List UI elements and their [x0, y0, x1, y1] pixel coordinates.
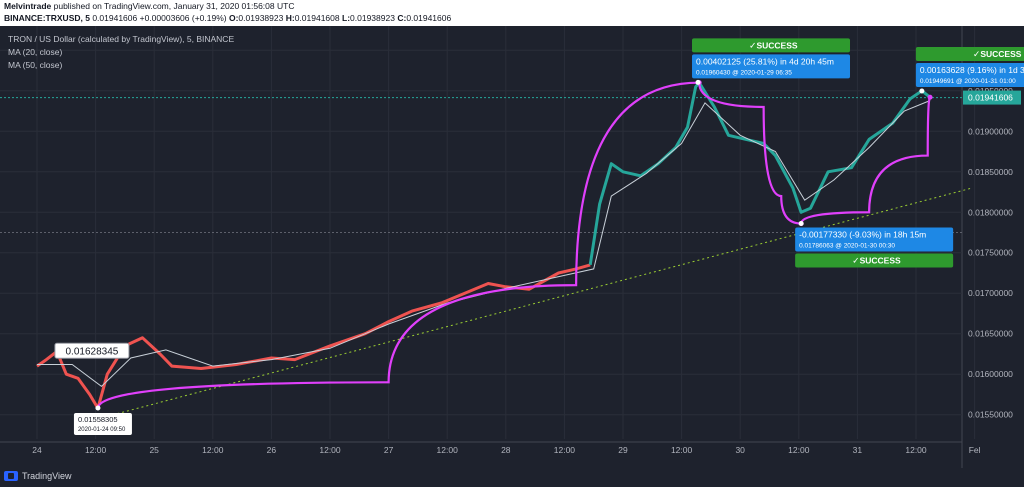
legend-ma50: MA (50, close) — [8, 60, 63, 70]
measure-target: 0.01949691 @ 2020-01-31 01:00 — [920, 78, 1016, 85]
projection-arc-1 — [96, 81, 700, 409]
low-label: L: — [342, 13, 351, 23]
chart-footer: TradingView — [0, 468, 1024, 487]
measure-target: 0.01786063 @ 2020-01-30 00:30 — [799, 243, 895, 250]
measure-change: -0.00177330 (-9.03%) in 18h 15m — [799, 230, 926, 240]
price-tag-label: 0.01628345 — [66, 346, 119, 357]
tradingview-brand: TradingView — [22, 471, 72, 481]
price-tag-box — [54, 342, 130, 359]
x-tick-label: 12:00 — [905, 445, 927, 455]
y-tick-label: 0.01800000 — [968, 207, 1013, 217]
symbol-label: BINANCE:TRXUSD, 5 — [4, 13, 90, 23]
price-chart[interactable]: 0.020000000.019500000.019000000.01850000… — [0, 26, 1024, 468]
open-value: 0.01938923 — [238, 13, 284, 23]
arc-endpoint — [927, 94, 933, 100]
open-label: O: — [228, 13, 239, 23]
ohlc-row: BINANCE:TRXUSD, 5 0.01941606 +0.00003606… — [0, 12, 1024, 24]
measure-point — [695, 79, 701, 85]
low-point-marker — [95, 405, 101, 411]
check-icon: ✓ — [852, 257, 860, 267]
y-tick-label: 0.01750000 — [968, 248, 1013, 258]
measure-box — [915, 63, 1024, 88]
y-tick-label: 0.01600000 — [968, 369, 1013, 379]
x-tick-label: 25 — [149, 445, 159, 455]
y-tick-label: 0.01550000 — [968, 410, 1013, 420]
x-tick-label: 31 — [853, 445, 863, 455]
x-tick-label: 27 — [384, 445, 394, 455]
success-label: SUCCESS — [860, 256, 901, 266]
check-icon: ✓ — [749, 41, 757, 51]
success-label: SUCCESS — [980, 49, 1021, 59]
x-tick-label: 12:00 — [437, 445, 459, 455]
measure-box — [692, 54, 851, 79]
low-point-box — [73, 412, 132, 435]
projection-arc-3 — [800, 96, 932, 224]
y-tick-label: 0.01900000 — [968, 126, 1013, 136]
x-tick-label: 12:00 — [85, 445, 107, 455]
x-tick-label: 12:00 — [319, 445, 341, 455]
measure-change: 0.00402125 (25.81%) in 4d 20h 45m — [696, 56, 834, 66]
x-tick-label: 12:00 — [202, 445, 224, 455]
measure-box — [795, 227, 954, 252]
close-value: 0.01941606 — [406, 13, 452, 23]
chart-header: Melvintrade published on TradingView.com… — [0, 0, 1024, 26]
publish-text: published on TradingView.com, January 31… — [53, 1, 295, 11]
last-price: 0.01941606 — [92, 13, 138, 23]
success-badge — [692, 38, 851, 53]
x-tick-label: 28 — [501, 445, 511, 455]
x-tick-label: 29 — [618, 445, 628, 455]
x-tick-label: 24 — [32, 445, 42, 455]
legend-ma20: MA (20, close) — [8, 47, 63, 57]
author-name[interactable]: Melvintrade — [4, 1, 52, 11]
close-label: C: — [397, 13, 407, 23]
measure-target: 0.01960430 @ 2020-01-29 06:35 — [696, 69, 792, 76]
low-point-price: 0.01558305 — [78, 415, 118, 424]
projection-arc-2 — [698, 82, 802, 225]
price-change: +0.00003606 (+0.19%) — [139, 13, 227, 23]
success-label: SUCCESS — [756, 40, 797, 50]
high-label: H: — [285, 13, 295, 23]
last-price-badge-label: 0.01941606 — [968, 93, 1013, 103]
y-tick-label: 0.01700000 — [968, 288, 1013, 298]
moving-average-line — [37, 100, 931, 388]
chart-legend-title: TRON / US Dollar (calculated by TradingV… — [8, 34, 235, 44]
x-tick-label: 12:00 — [788, 445, 810, 455]
trend-line — [97, 187, 973, 420]
low-value: 0.01938923 — [350, 13, 395, 23]
y-tick-label: 0.01650000 — [968, 329, 1013, 339]
tradingview-logo[interactable]: TradingView — [4, 471, 72, 481]
low-point-date: 2020-01-24 09:50 — [78, 427, 126, 433]
measure-change: 0.00163628 (9.16%) in 1d 30m — [920, 65, 1024, 75]
success-badge — [795, 253, 954, 268]
x-tick-label: Fel — [969, 445, 981, 455]
publish-info: Melvintrade published on TradingView.com… — [0, 0, 1024, 12]
x-tick-label: 26 — [267, 445, 277, 455]
y-tick-label: 0.01850000 — [968, 167, 1013, 177]
success-badge — [915, 47, 1024, 62]
x-tick-label: 12:00 — [554, 445, 576, 455]
check-icon: ✓ — [973, 50, 981, 60]
x-tick-label: 30 — [735, 445, 745, 455]
measure-point — [919, 88, 925, 94]
tradingview-logo-icon — [4, 471, 18, 481]
price-series-bullish — [588, 81, 932, 266]
measure-point — [798, 221, 804, 227]
last-price-badge — [963, 90, 1021, 105]
x-tick-label: 12:00 — [671, 445, 693, 455]
high-value: 0.01941608 — [294, 13, 340, 23]
